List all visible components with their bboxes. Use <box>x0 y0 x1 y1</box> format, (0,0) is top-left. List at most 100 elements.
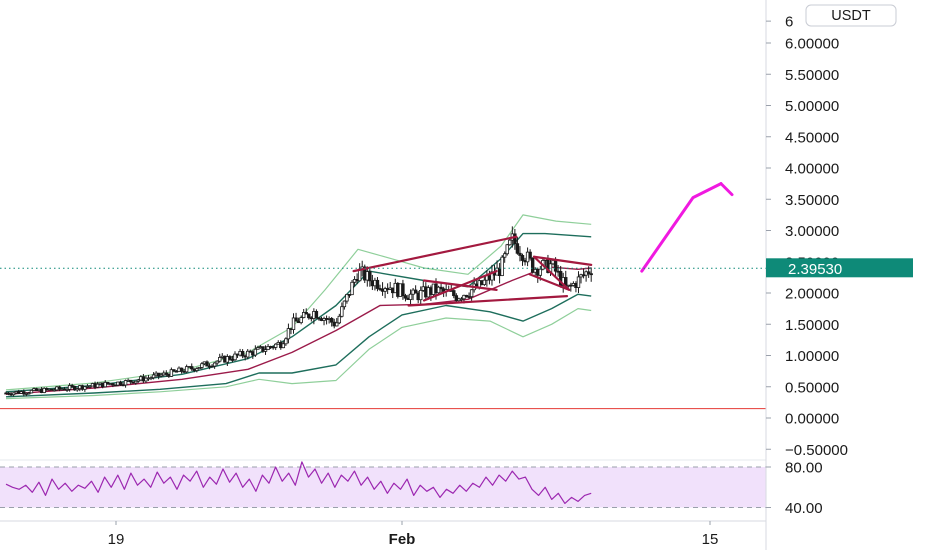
candle-body <box>329 318 334 323</box>
price-tick-label: 4.00000 <box>785 161 839 178</box>
candle-body <box>518 252 522 256</box>
candle-body <box>65 388 69 391</box>
candle-body <box>136 379 141 382</box>
candle-body <box>307 313 311 319</box>
candle-body <box>462 294 466 300</box>
candle-body <box>27 392 31 395</box>
trendline[interactable] <box>352 235 518 273</box>
price-tick-label: 2.00000 <box>785 286 839 303</box>
inner-band-lower <box>5 293 592 398</box>
price-tick-label: 1.00000 <box>785 348 839 365</box>
candle-body <box>128 379 133 383</box>
candle-body <box>253 348 258 356</box>
time-scale[interactable]: 19 Feb 15 <box>0 520 766 548</box>
candle-body <box>513 233 517 245</box>
candle-body <box>299 317 303 324</box>
candle-body <box>403 295 408 299</box>
candle-body <box>482 279 487 286</box>
candle-body <box>200 363 204 368</box>
projection-arrow[interactable] <box>640 182 734 273</box>
candle-body <box>281 343 286 349</box>
projection-arrow-shaft <box>640 182 723 273</box>
candle-body <box>459 298 464 301</box>
projection-arrow-head <box>719 182 734 197</box>
candle-body <box>246 350 250 358</box>
candle-body <box>111 383 115 386</box>
time-tick-label: 19 <box>108 531 125 548</box>
candles <box>4 226 593 397</box>
candle-body <box>52 389 57 392</box>
currency-badge[interactable]: USDT <box>805 4 897 27</box>
candle-body <box>375 279 380 289</box>
candle-body <box>528 251 532 259</box>
candle-body <box>586 271 591 275</box>
candle-body <box>564 277 568 286</box>
trendline[interactable] <box>407 295 569 307</box>
candle-body <box>301 312 306 318</box>
candle-body <box>274 343 278 348</box>
price-tick-label: 0.00000 <box>785 411 839 428</box>
candle-body <box>538 268 543 276</box>
candle-body <box>172 369 176 372</box>
candle-body <box>159 374 163 377</box>
candle-body <box>149 377 153 380</box>
candle-body <box>88 385 92 388</box>
candle-body <box>337 315 342 324</box>
candle-body <box>505 244 509 255</box>
candle-body <box>439 286 443 290</box>
candle-body <box>467 296 471 298</box>
candle-body <box>57 386 62 390</box>
candle-body <box>103 381 107 388</box>
candle-body <box>553 260 558 272</box>
candle-body <box>205 361 209 367</box>
candle-body <box>304 312 308 315</box>
price-tick-label: −0.50000 <box>785 442 848 459</box>
candle-body <box>286 328 291 340</box>
rsi-band-fill <box>0 467 766 508</box>
candle-body <box>413 289 418 294</box>
candle-body <box>228 356 232 360</box>
rsi-line <box>5 461 592 504</box>
candle-body <box>436 286 441 294</box>
candle-body <box>508 239 512 246</box>
candle-body <box>106 381 110 385</box>
candle-body <box>42 387 46 393</box>
currency-badge-label: USDT <box>831 8 871 24</box>
candle-body <box>164 372 168 375</box>
candle-body <box>294 317 298 322</box>
trendline[interactable] <box>528 273 571 291</box>
price-tick-label: 5.00000 <box>785 98 839 115</box>
candle-body <box>184 366 189 373</box>
candle-body <box>72 385 77 391</box>
candle-body <box>500 256 504 277</box>
candle-body <box>6 392 11 395</box>
candle-body <box>419 289 423 301</box>
candle-body <box>314 311 319 319</box>
price-pane[interactable] <box>0 182 766 461</box>
time-tick-label: Feb <box>389 531 416 548</box>
price-tick-label: 3.00000 <box>785 223 839 240</box>
candle-body <box>195 368 199 371</box>
outer-band-upper <box>5 214 592 391</box>
rsi-pane[interactable] <box>0 461 766 508</box>
candle-body <box>151 374 156 379</box>
trendline[interactable] <box>532 255 593 266</box>
candle-body <box>589 273 593 276</box>
trendline[interactable] <box>532 255 571 291</box>
candle-body <box>469 289 474 298</box>
candle-body <box>83 386 87 390</box>
candle-body <box>118 381 123 386</box>
candle-body <box>215 360 219 364</box>
candle-body <box>75 388 79 391</box>
candle-body <box>22 391 26 395</box>
candle-body <box>266 345 270 351</box>
candle-body <box>408 293 413 300</box>
candle-body <box>350 281 354 296</box>
candle-body <box>67 385 72 390</box>
price-tick-label: 4.50000 <box>785 129 839 146</box>
last-price-label: 2.39530 <box>788 261 842 278</box>
candle-body <box>29 389 34 394</box>
candle-body <box>240 350 245 357</box>
trendline[interactable] <box>422 279 498 291</box>
